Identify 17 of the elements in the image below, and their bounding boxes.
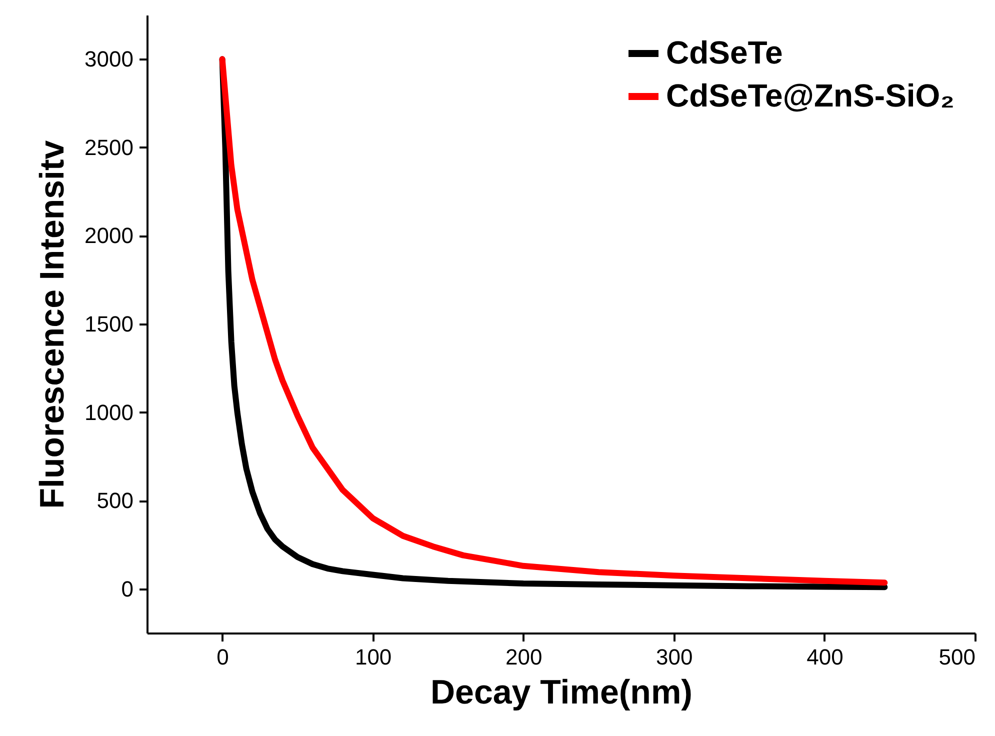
y-tick-label: 2000 (84, 223, 134, 248)
y-tick-label: 0 (121, 576, 134, 602)
x-tick-label: 500 (938, 644, 976, 670)
x-tick-label: 200 (506, 644, 542, 670)
x-tick-label: 0 (216, 644, 229, 670)
legend-label: CdSeTe (666, 34, 783, 70)
x-tick-label: 400 (806, 644, 844, 670)
y-tick-label: 500 (96, 488, 134, 514)
legend-label: CdSeTe@ZnS-SiO₂ (666, 78, 954, 114)
y-tick-label: 1000 (84, 400, 134, 425)
y-tick-label: 3000 (84, 46, 134, 72)
y-axis-title: Fluorescence Intensitv (34, 140, 72, 509)
x-tick-label: 100 (354, 644, 392, 670)
y-tick-label: 1500 (84, 312, 134, 336)
y-tick-label: 2500 (84, 134, 134, 160)
x-axis-title: Decay Time(nm) (430, 674, 693, 712)
x-tick-label: 300 (656, 644, 693, 670)
